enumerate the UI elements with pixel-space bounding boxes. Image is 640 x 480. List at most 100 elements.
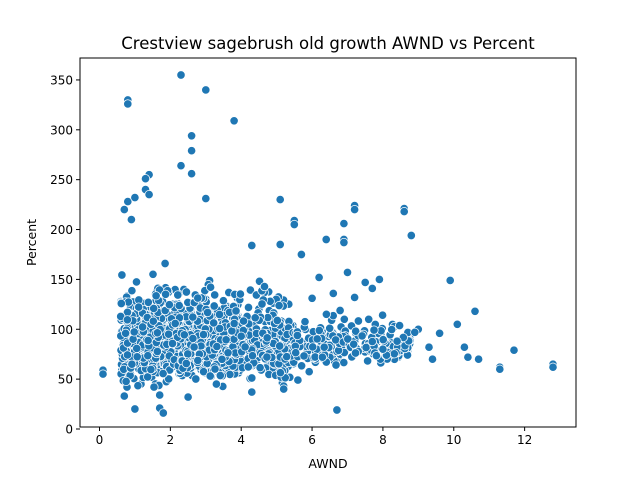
scatter-point	[155, 390, 165, 400]
scatter-point	[132, 343, 142, 353]
scatter-point	[214, 309, 225, 320]
scatter-point	[353, 316, 363, 326]
scatter-point	[245, 285, 255, 295]
x-axis-ticks: 0 2 4 6 8 10 12	[96, 427, 532, 447]
scatter-point	[247, 351, 258, 361]
scatter-point	[255, 363, 265, 373]
plot-frame	[79, 57, 577, 428]
scatter-point	[314, 325, 324, 335]
scatter-point	[289, 219, 299, 230]
scatter-point	[243, 302, 254, 312]
scatter-point	[188, 333, 198, 343]
scatter-point	[173, 290, 183, 300]
scatter-point	[378, 344, 388, 354]
scatter-point	[275, 195, 285, 205]
scatter-point	[395, 321, 405, 331]
scatter-point	[342, 267, 353, 277]
scatter-point	[367, 337, 377, 347]
scatter-point	[308, 342, 318, 352]
scatter-point	[332, 405, 342, 415]
scatter-point	[339, 219, 349, 229]
scatter-point	[250, 313, 260, 323]
scatter-point	[312, 334, 322, 344]
scatter-point	[331, 335, 341, 345]
scatter-point	[495, 364, 505, 374]
scatter-point	[164, 374, 174, 384]
scatter-point	[275, 239, 285, 250]
scatter-point	[119, 391, 129, 401]
scatter-point	[179, 330, 189, 340]
scatter-point	[148, 316, 158, 326]
scatter-point	[452, 319, 462, 329]
scatter-point	[371, 351, 381, 361]
scatter-point	[509, 345, 519, 355]
scatter-point	[193, 355, 203, 365]
x-tick-label: 0	[96, 433, 104, 447]
scatter-point	[187, 131, 197, 141]
scatter-point	[98, 369, 108, 379]
scatter-point	[235, 289, 245, 299]
scatter-point	[367, 283, 377, 293]
x-tick-label: 8	[379, 433, 387, 447]
y-tick-label: 0	[65, 422, 73, 436]
scatter-point	[198, 330, 209, 340]
y-tick-label: 250	[50, 173, 73, 187]
scatter-point	[378, 335, 388, 345]
scatter-point	[410, 327, 420, 337]
scatter-point	[363, 356, 373, 366]
scatter-point	[122, 350, 133, 360]
scatter-point	[350, 292, 360, 302]
scatter-point	[243, 362, 253, 372]
y-axis-label: Percent	[24, 219, 39, 266]
scatter-point	[152, 328, 162, 338]
scatter-point	[187, 169, 197, 179]
scatter-point	[176, 70, 186, 80]
scatter-point	[188, 312, 198, 322]
scatter-point	[143, 351, 153, 361]
scatter-point	[132, 352, 142, 362]
scatter-point	[399, 207, 409, 217]
scatter-point	[149, 382, 159, 392]
y-axis-ticks: 0 50 100 150 200 250 300 350	[50, 73, 80, 436]
scatter-point	[328, 288, 338, 298]
scatter-point	[126, 215, 136, 225]
scatter-point	[183, 349, 193, 359]
scatter-point	[181, 358, 191, 369]
scatter-point	[239, 316, 249, 326]
scatter-point	[257, 299, 267, 309]
scatter-point	[229, 318, 239, 329]
scatter-point	[339, 358, 349, 368]
scatter-point	[133, 381, 143, 391]
scatter-point	[275, 341, 285, 351]
scatter-point	[144, 190, 154, 200]
data-points	[98, 70, 558, 418]
scatter-point	[392, 336, 402, 346]
scatter-point	[339, 314, 349, 324]
scatter-point	[121, 376, 131, 386]
scatter-point	[389, 349, 399, 359]
scatter-point	[387, 325, 397, 335]
scatter-point	[351, 326, 361, 336]
scatter-point	[131, 277, 142, 287]
scatter-point	[225, 369, 235, 379]
scatter-point	[149, 303, 159, 313]
scatter-point	[205, 371, 215, 381]
scatter-point	[274, 301, 284, 311]
scatter-point	[201, 85, 211, 95]
scatter-point	[129, 327, 139, 337]
scatter-point	[158, 369, 168, 379]
chart-title: Crestview sagebrush old growth AWND vs P…	[121, 34, 535, 53]
scatter-point	[321, 234, 331, 245]
y-tick-label: 350	[50, 73, 73, 87]
scatter-point	[181, 287, 191, 297]
scatter-point	[350, 348, 361, 358]
scatter-point	[272, 315, 282, 326]
scatter-point	[335, 305, 345, 316]
scatter-point	[210, 290, 220, 300]
scatter-point	[218, 296, 228, 306]
scatter-point	[325, 323, 335, 333]
scatter-point	[459, 342, 469, 352]
y-tick-label: 100	[50, 323, 73, 337]
scatter-point	[116, 298, 126, 309]
scatter-point	[201, 194, 211, 204]
